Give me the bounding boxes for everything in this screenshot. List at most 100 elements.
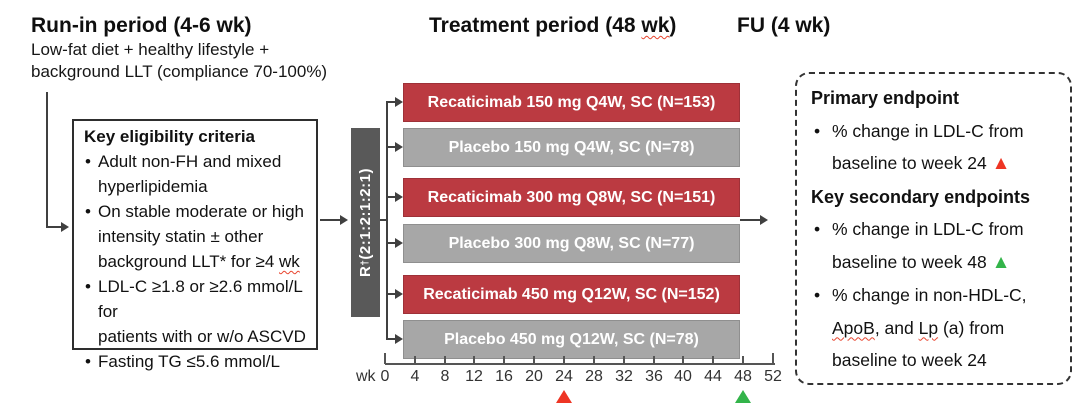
axis-tick-label: 12	[465, 368, 483, 385]
axis-tick	[384, 353, 386, 364]
squiggle-word-lp: Lp	[918, 317, 939, 338]
branch-arm-line	[388, 146, 397, 148]
arrowhead-arm-icon	[395, 192, 403, 202]
eligibility-item-text: On stable moderate or high intensity sta…	[98, 202, 305, 271]
week24-red-triangle-icon	[556, 390, 572, 403]
arm-bar-recaticimab-150: Recaticimab 150 mg Q4W, SC (N=153)	[403, 83, 740, 122]
arrowhead-arm-icon	[395, 97, 403, 107]
primary-endpoint-text: % change in LDL-C from baseline to week …	[832, 120, 1024, 174]
axis-tick-label: 40	[674, 368, 692, 385]
arm-label: Placebo 300 mg Q8W, SC (N=77)	[448, 234, 695, 252]
eligibility-to-randomization-line	[320, 219, 341, 221]
axis-tick-label: 20	[525, 368, 543, 385]
axis-tick	[563, 356, 565, 364]
axis-tick	[742, 356, 744, 364]
axis-tick-label: 32	[615, 368, 633, 385]
axis-tick	[623, 356, 625, 364]
bullet-icon: •	[85, 277, 91, 296]
randomization-ratio: (2:1:2:1:2:1)	[357, 168, 374, 260]
arm-label: Placebo 450 mg Q12W, SC (N=78)	[444, 330, 699, 348]
treatment-title-close: )	[669, 14, 677, 37]
primary-endpoint-item: • % change in LDL-C from baseline to week…	[811, 115, 1062, 181]
axis-tick-label: 28	[585, 368, 603, 385]
arm-label: Recaticimab 450 mg Q12W, SC (N=152)	[423, 285, 720, 303]
eligibility-item-text: LDL-C ≥1.8 or ≥2.6 mmol/L for patients w…	[98, 277, 306, 346]
randomization-dagger: †	[360, 259, 371, 266]
arms-to-endpoints-line	[740, 219, 761, 221]
eligibility-item: • On stable moderate or high intensity st…	[84, 199, 312, 274]
axis-tick	[593, 356, 595, 364]
axis-tick-label: 36	[645, 368, 663, 385]
arm-bar-placebo-300: Placebo 300 mg Q8W, SC (N=77)	[403, 224, 740, 263]
eligibility-item-squiggle-word: wk	[279, 252, 300, 271]
axis-tick-label: 48	[734, 368, 752, 385]
randomization-bar: R † (2:1:2:1:2:1)	[351, 128, 380, 317]
red-triangle-icon: ▲	[991, 153, 1011, 174]
timeline-axis-line	[385, 363, 775, 365]
branch-arm-line	[388, 293, 397, 295]
arm-label: Placebo 150 mg Q4W, SC (N=78)	[448, 138, 695, 156]
axis-tick	[503, 356, 505, 364]
arm-bar-recaticimab-300: Recaticimab 300 mg Q8W, SC (N=151)	[403, 178, 740, 217]
run-in-period-subtitle: Low-fat diet + healthy lifestyle + backg…	[31, 40, 328, 81]
bullet-icon: •	[814, 120, 821, 141]
axis-tick-label: 8	[440, 368, 450, 385]
branch-arm-line	[388, 196, 397, 198]
secondary-endpoint-item: • % change in non-HDL-C, ApoB, and Lp (a)…	[811, 279, 1062, 377]
arm-bar-recaticimab-450: Recaticimab 450 mg Q12W, SC (N=152)	[403, 275, 740, 314]
arrowhead-arm-icon	[395, 142, 403, 152]
treatment-period-title: Treatment period (48 wk)	[429, 14, 676, 38]
randomization-letter: R	[357, 265, 374, 277]
arm-label: Recaticimab 300 mg Q8W, SC (N=151)	[427, 188, 716, 206]
eligibility-item: • Adult non-FH and mixed hyperlipidemia	[84, 149, 312, 199]
bullet-icon: •	[85, 152, 91, 171]
branch-arm-line	[388, 242, 397, 244]
eligibility-item: • Fasting TG ≤5.6 mmol/L	[84, 349, 312, 374]
axis-tick-label: 16	[495, 368, 513, 385]
secondary-endpoints-heading: Key secondary endpoints	[811, 186, 1031, 207]
primary-endpoint-heading: Primary endpoint	[811, 88, 960, 108]
treatment-title-text: Treatment period (48	[429, 14, 642, 37]
secondary-endpoint-text: % change in LDL-C from baseline to week …	[832, 219, 1024, 272]
run-in-period-title: Run-in period (4-6 wk)	[31, 14, 252, 37]
bullet-icon: •	[85, 202, 91, 221]
green-triangle-icon: ▲	[991, 251, 1011, 273]
arrowhead-arm-icon	[395, 289, 403, 299]
eligibility-item-text: Adult non-FH and mixed hyperlipidemia	[98, 152, 282, 196]
axis-tick	[682, 356, 684, 364]
run-in-connector-horizontal-line	[46, 226, 63, 228]
week48-green-triangle-icon	[735, 390, 751, 403]
axis-unit-label: wk	[356, 368, 376, 385]
eligibility-item-text: Fasting TG ≤5.6 mmol/L	[98, 352, 280, 371]
branch-arm-line	[388, 101, 397, 103]
bullet-icon: •	[814, 219, 821, 239]
secondary-endpoint-text: (a) from baseline to week 24	[832, 317, 1005, 371]
axis-tick-label: 0	[380, 368, 390, 385]
axis-tick	[653, 356, 655, 364]
follow-up-title: FU (4 wk)	[737, 14, 831, 37]
eligibility-item: • LDL-C ≥1.8 or ≥2.6 mmol/L for patients …	[84, 274, 312, 349]
bullet-icon: •	[814, 285, 821, 305]
axis-tick-label: 24	[555, 368, 573, 385]
axis-tick	[444, 356, 446, 364]
eligibility-criteria-box: Key eligibility criteria • Adult non-FH a…	[72, 119, 318, 371]
branch-arm-line	[388, 338, 397, 340]
eligibility-title: Key eligibility criteria	[84, 127, 256, 146]
squiggle-word-apob: ApoB	[832, 317, 875, 338]
secondary-endpoint-text: % change in non-HDL-C,	[832, 285, 1027, 305]
run-in-connector-vertical-line	[46, 92, 48, 227]
axis-tick-label: 4	[410, 368, 420, 385]
axis-tick-label: 44	[704, 368, 722, 385]
arrowhead-into-endpoints-icon	[760, 215, 768, 225]
arrowhead-arm-icon	[395, 238, 403, 248]
arm-bar-placebo-150: Placebo 150 mg Q4W, SC (N=78)	[403, 128, 740, 167]
arrowhead-into-eligibility-icon	[61, 222, 69, 232]
axis-tick-label: 52	[764, 368, 782, 385]
axis-tick	[414, 356, 416, 364]
arrowhead-into-randomization-icon	[340, 215, 348, 225]
randomization-branch-stub-line	[380, 219, 387, 221]
arrowhead-arm-icon	[395, 334, 403, 344]
axis-tick	[533, 356, 535, 364]
bullet-icon: •	[85, 352, 91, 371]
